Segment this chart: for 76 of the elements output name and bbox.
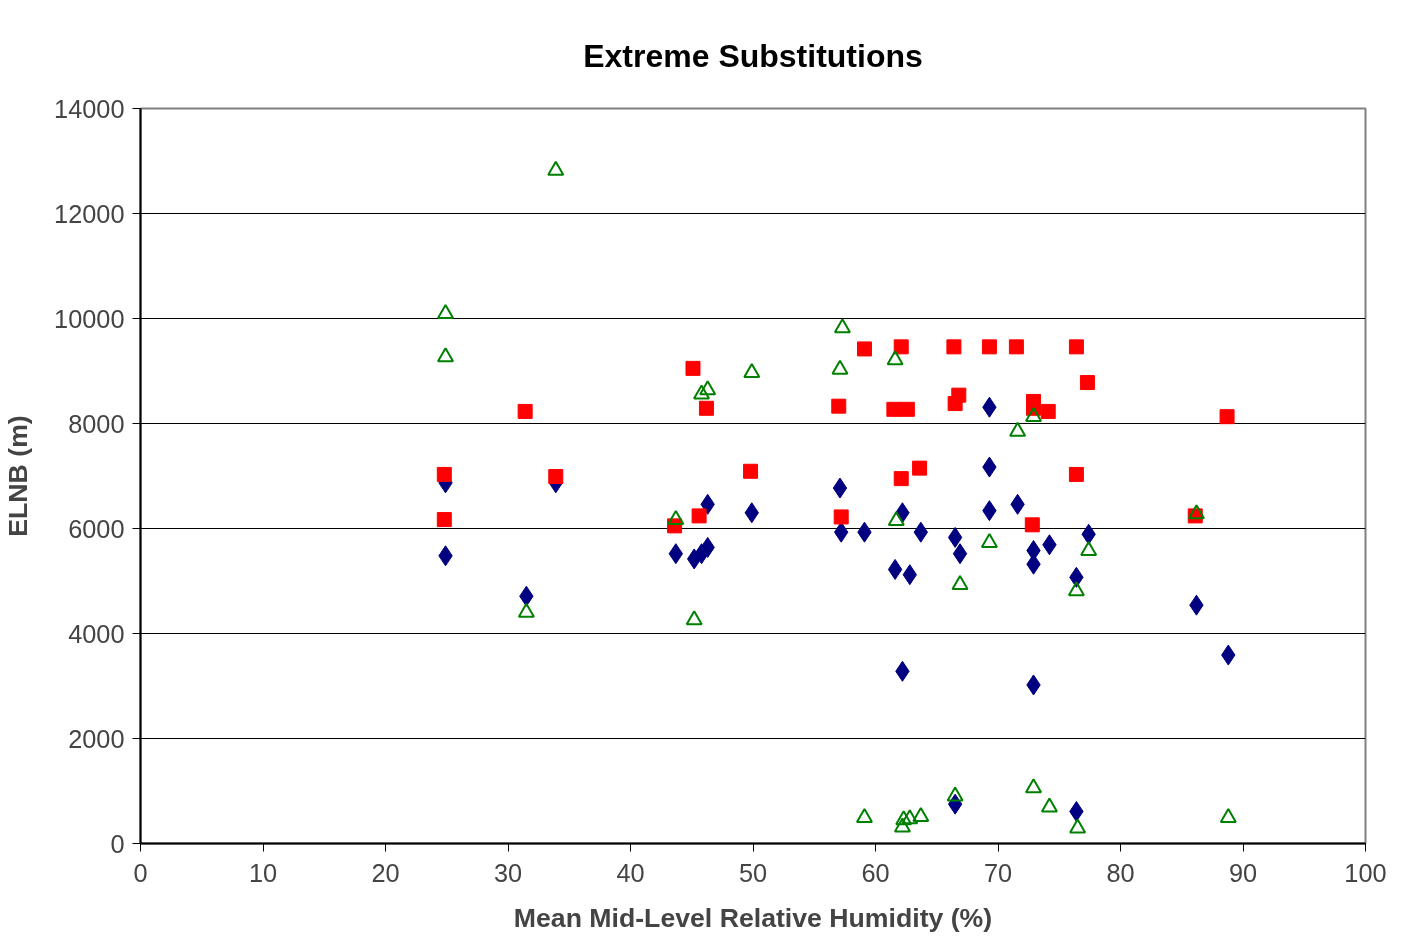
point [855, 808, 873, 824]
y-tick-label: 6000 [68, 514, 125, 543]
point [436, 512, 452, 528]
y-tick-label: 0 [110, 829, 125, 858]
x-tick-label: 80 [1106, 858, 1135, 887]
point [887, 558, 903, 580]
point [693, 384, 711, 400]
point [691, 508, 707, 524]
point [981, 339, 997, 355]
point [1025, 407, 1043, 423]
x-tick-label: 30 [493, 858, 523, 887]
x-tick-label: 40 [616, 858, 645, 887]
point [437, 304, 455, 320]
point [1219, 808, 1237, 824]
y-tick-label: 14000 [54, 94, 125, 123]
y-tick-label: 10000 [54, 304, 125, 333]
y-tick-label: 2000 [68, 724, 125, 753]
point [893, 471, 909, 487]
point [856, 341, 872, 357]
point [951, 575, 969, 591]
x-tick-label: 0 [133, 858, 148, 887]
x-tick-label: 20 [371, 858, 400, 887]
point [886, 350, 904, 366]
y-axis-title: ELNB (m) [3, 415, 34, 537]
point [699, 380, 717, 396]
x-tick-label: 90 [1228, 858, 1258, 887]
point [946, 786, 964, 802]
point [437, 347, 455, 363]
y-tick-label: 12000 [54, 199, 125, 228]
point [698, 400, 714, 416]
point [886, 401, 902, 417]
point [912, 460, 928, 476]
point [912, 807, 930, 823]
point [946, 339, 962, 355]
point [548, 469, 564, 485]
point [1040, 797, 1058, 813]
point [951, 387, 967, 403]
point [743, 463, 759, 479]
point [833, 318, 851, 334]
chart-title: Extreme Substitutions [583, 37, 923, 74]
point [1008, 339, 1024, 355]
point [893, 817, 911, 833]
point [980, 533, 998, 549]
point [517, 602, 535, 618]
point [517, 403, 533, 419]
x-axis-title: Mean Mid-Level Relative Humidity (%) [513, 902, 993, 933]
point [833, 509, 849, 525]
point [1187, 504, 1205, 520]
point [895, 810, 913, 826]
point [832, 477, 848, 499]
point [899, 401, 915, 417]
point [1069, 818, 1087, 834]
point [1024, 517, 1040, 533]
point [436, 466, 452, 482]
point [1025, 778, 1043, 794]
point [1219, 409, 1235, 425]
y-tick-label: 4000 [68, 619, 125, 648]
point [685, 610, 703, 626]
x-tick-label: 60 [861, 858, 890, 887]
point [831, 398, 847, 414]
x-tick-label: 70 [983, 858, 1013, 887]
point [1040, 403, 1056, 419]
point [947, 526, 963, 548]
point [1067, 581, 1085, 597]
point [893, 339, 909, 355]
point [901, 809, 919, 825]
point [1068, 339, 1084, 355]
point [1068, 466, 1084, 482]
point [1080, 540, 1098, 556]
point [952, 543, 968, 565]
x-tick-label: 10 [248, 858, 278, 887]
point [685, 360, 701, 376]
x-tick-label: 50 [738, 858, 768, 887]
y-tick-label: 8000 [68, 409, 125, 438]
x-tick-label: 100 [1344, 858, 1387, 887]
point [1079, 375, 1095, 391]
